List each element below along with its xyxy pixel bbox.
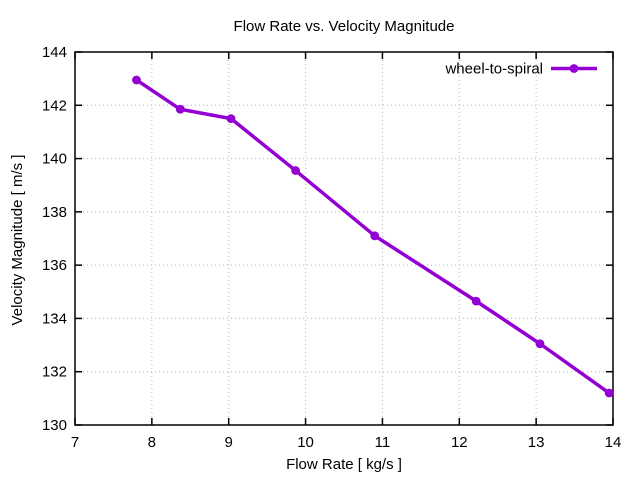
y-axis-label: Velocity Magnitude [ m/s ] xyxy=(9,155,26,326)
y-tick-label: 138 xyxy=(42,204,67,221)
data-point-marker xyxy=(226,114,236,124)
legend-series-label: wheel-to-spiral xyxy=(444,61,543,78)
y-tick-label: 132 xyxy=(42,364,67,381)
data-point-marker xyxy=(604,388,614,398)
x-tick-label: 13 xyxy=(528,434,545,451)
y-tick-label: 140 xyxy=(42,151,67,168)
data-point-marker xyxy=(471,296,481,306)
x-tick-label: 7 xyxy=(71,434,79,451)
data-point-marker xyxy=(535,339,545,349)
legend: wheel-to-spiral xyxy=(444,61,597,78)
y-tick-label: 144 xyxy=(42,44,67,61)
x-tick-label: 12 xyxy=(451,434,468,451)
x-tick-label: 10 xyxy=(297,434,314,451)
series-line xyxy=(134,78,611,395)
grid-lines xyxy=(74,51,614,426)
axes-and-ticks: 7 8 9 10 11 12 13 14 130 132 134 136 138 140 142 144 xyxy=(42,44,621,451)
data-point-marker xyxy=(291,166,300,175)
legend-marker-sample xyxy=(569,64,579,73)
y-tick-label: 136 xyxy=(42,257,67,274)
chart-title: Flow Rate vs. Velocity Magnitude xyxy=(234,18,455,35)
data-point-marker xyxy=(132,75,141,85)
y-tick-label: 142 xyxy=(42,97,67,114)
x-tick-label: 14 xyxy=(605,434,622,451)
data-point-marker xyxy=(175,104,185,114)
x-tick-label: 9 xyxy=(225,434,233,451)
x-tick-label: 11 xyxy=(375,434,391,451)
x-tick-label: 8 xyxy=(148,434,156,451)
plot-border xyxy=(74,51,614,426)
y-tick-label: 130 xyxy=(42,417,67,434)
data-point-marker xyxy=(370,231,380,241)
x-axis-label: Flow Rate [ kg/s ] xyxy=(286,456,402,473)
data-series-wheel-to-spiral xyxy=(132,75,614,398)
y-tick-label: 134 xyxy=(42,310,67,327)
